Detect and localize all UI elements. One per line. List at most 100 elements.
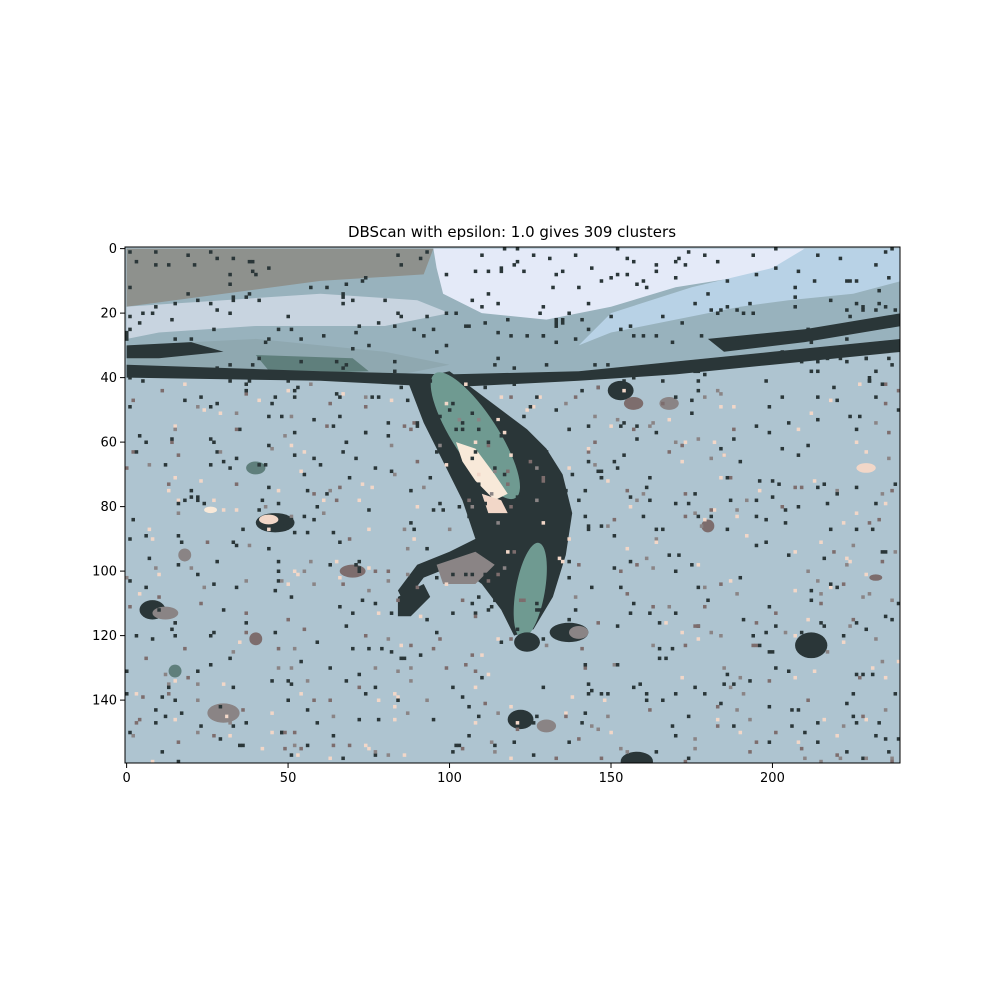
noise-pixel [250, 363, 255, 367]
noise-pixel [696, 369, 701, 374]
noise-pixel [312, 492, 316, 496]
noise-pixel [393, 692, 397, 696]
y-tick-label: 40 [100, 371, 117, 386]
noise-pixel [515, 627, 520, 632]
noise-pixel [596, 727, 600, 732]
noise-pixel [357, 569, 362, 574]
noise-pixel [493, 743, 497, 748]
noise-pixel [754, 498, 759, 503]
noise-pixel [179, 711, 184, 715]
noise-pixel [280, 414, 284, 419]
noise-pixel [599, 475, 604, 480]
noise-pixel [289, 414, 294, 419]
noise-pixel [486, 292, 491, 296]
noise-pixel [283, 730, 287, 735]
noise-pixel [409, 666, 413, 670]
noise-pixel [215, 308, 219, 312]
noise-pixel [854, 721, 859, 725]
cluster-blob [620, 751, 653, 763]
noise-pixel [480, 305, 484, 309]
noise-pixel [877, 721, 881, 725]
noise-pixel [874, 637, 878, 641]
noise-pixel [299, 692, 303, 696]
noise-pixel [635, 563, 639, 567]
noise-pixel [754, 424, 759, 428]
noise-pixel [367, 746, 371, 751]
noise-pixel [709, 514, 714, 519]
noise-pixel [619, 327, 623, 332]
noise-pixel [486, 269, 491, 274]
noise-pixel [154, 250, 158, 254]
noise-pixel [357, 372, 362, 377]
noise-pixel [270, 679, 274, 683]
y-tick-label: 20 [100, 307, 117, 322]
noise-pixel [376, 376, 381, 380]
noise-pixel [896, 737, 900, 741]
noise-pixel [396, 698, 400, 703]
noise-pixel [305, 488, 310, 493]
noise-pixel [166, 682, 171, 686]
noise-pixel [509, 704, 513, 709]
noise-pixel [883, 250, 888, 254]
noise-pixel [854, 301, 859, 306]
noise-pixel [877, 517, 881, 522]
noise-pixel [228, 714, 232, 719]
noise-pixel [870, 672, 875, 677]
noise-pixel [425, 546, 429, 551]
noise-pixel [748, 750, 752, 754]
noise-pixel [573, 608, 578, 612]
noise-pixel [315, 505, 320, 509]
noise-pixel [331, 714, 336, 719]
noise-pixel [367, 646, 371, 651]
noise-pixel [202, 501, 207, 506]
noise-pixel [890, 756, 894, 761]
noise-pixel [396, 311, 400, 316]
noise-pixel [845, 556, 849, 561]
noise-pixel [228, 733, 232, 738]
noise-pixel [780, 395, 785, 399]
noise-pixel [535, 608, 539, 612]
noise-pixel [212, 327, 216, 332]
noise-pixel [715, 259, 720, 264]
noise-pixel [619, 569, 623, 574]
noise-pixel [567, 740, 571, 744]
noise-pixel [812, 479, 817, 483]
noise-pixel [215, 559, 219, 564]
x-tick-label: 200 [760, 771, 785, 786]
noise-pixel [267, 527, 271, 532]
noise-pixel [780, 505, 785, 509]
noise-pixel [625, 488, 630, 493]
noise-pixel [173, 475, 177, 480]
cluster-blob [569, 625, 589, 639]
noise-pixel [883, 708, 888, 712]
noise-pixel [289, 666, 294, 670]
noise-pixel [683, 440, 688, 445]
noise-pixel [560, 317, 565, 322]
noise-pixel [389, 650, 394, 654]
noise-pixel [890, 759, 894, 763]
noise-pixel [396, 253, 400, 257]
noise-pixel [425, 250, 429, 254]
noise-pixel [283, 524, 287, 528]
noise-pixel [228, 379, 232, 383]
noise-pixel [648, 475, 652, 480]
noise-pixel [157, 572, 161, 577]
noise-pixel [799, 746, 804, 751]
noise-pixel [518, 598, 523, 603]
noise-pixel [745, 534, 749, 538]
noise-pixel [131, 517, 135, 522]
noise-pixel [667, 417, 672, 422]
noise-pixel [289, 514, 294, 519]
noise-pixel [709, 308, 714, 312]
noise-pixel [748, 301, 752, 306]
noise-pixel [470, 572, 475, 577]
noise-pixel [719, 446, 723, 451]
tail-gray-cluster [436, 551, 495, 584]
noise-pixel [483, 385, 487, 390]
noise-pixel [267, 337, 271, 341]
cluster-blob [246, 461, 266, 475]
noise-pixel [861, 595, 865, 599]
noise-pixel [767, 604, 772, 609]
noise-pixel [874, 421, 878, 425]
